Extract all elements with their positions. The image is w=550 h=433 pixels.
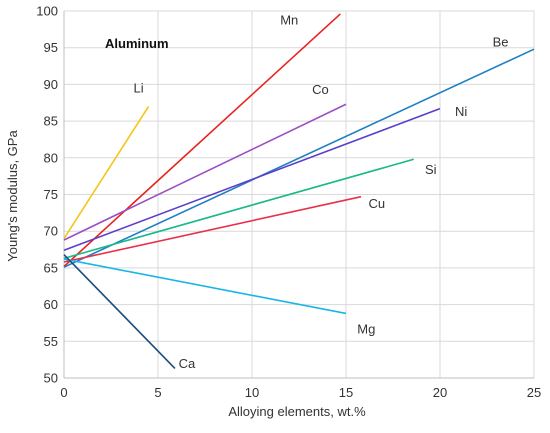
y-tick-label: 80	[44, 150, 58, 165]
x-tick-label: 10	[245, 385, 259, 400]
series-line-co	[63, 103, 347, 241]
series-line-ni	[63, 107, 441, 252]
y-tick-label: 90	[44, 77, 58, 92]
y-tick-label: 75	[44, 187, 58, 202]
series-label-mn: Mn	[280, 12, 298, 27]
y-tick-label: 60	[44, 297, 58, 312]
y-tick-label: 50	[44, 371, 58, 386]
y-tick-label: 70	[44, 224, 58, 239]
y-tick-label: 85	[44, 114, 58, 129]
x-tick-label: 0	[60, 385, 67, 400]
series-label-ni: Ni	[455, 104, 467, 119]
series-labels: Li Mn Co Be Ni Si Cu Mg Ca	[134, 12, 509, 371]
series-label-cu: Cu	[369, 196, 386, 211]
y-tick-label: 95	[44, 40, 58, 55]
series-line-ca	[63, 254, 176, 370]
axes: 0 5 10 15 20 25 50 55 60 65 70 75 80 85 90 95 100	[36, 4, 541, 401]
y-tick-label: 55	[44, 334, 58, 349]
series-line-li	[63, 105, 150, 239]
series-label-si: Si	[425, 162, 437, 177]
series-label-be: Be	[493, 34, 509, 49]
x-tick-label: 20	[433, 385, 447, 400]
y-tick-label: 100	[36, 4, 58, 19]
series-label-li: Li	[134, 81, 144, 96]
series-line-mn	[63, 13, 341, 268]
series-lines	[63, 13, 535, 370]
series-label-co: Co	[312, 82, 329, 97]
chart-annotation: Aluminum	[105, 36, 169, 51]
series-line-mg	[63, 258, 347, 315]
y-axis-title: Young's modulus, GPa	[5, 130, 20, 262]
series-line-be	[63, 48, 535, 268]
series-line-si	[63, 158, 414, 260]
series-label-mg: Mg	[357, 321, 375, 336]
x-tick-label: 5	[154, 385, 161, 400]
y-tick-label: 65	[44, 260, 58, 275]
grid	[63, 10, 535, 379]
series-label-ca: Ca	[179, 356, 196, 371]
x-axis-title: Alloying elements, wt.%	[228, 404, 366, 419]
x-tick-label: 25	[527, 385, 541, 400]
series-line-cu	[63, 195, 362, 263]
x-tick-label: 15	[339, 385, 353, 400]
